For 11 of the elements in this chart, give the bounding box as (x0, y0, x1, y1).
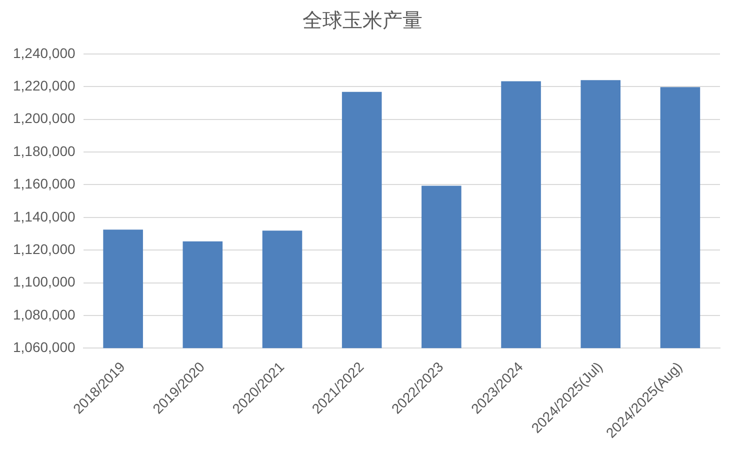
y-tick-label: 1,060,000 (12, 338, 76, 355)
y-tick-label: 1,220,000 (12, 78, 76, 94)
y-tick-label: 1,200,000 (12, 110, 76, 126)
y-tick-label: 1,180,000 (12, 142, 76, 159)
y-tick-label: 1,140,000 (12, 208, 76, 224)
y-tick-label: 1,100,000 (12, 274, 76, 290)
y-tick-label: 1,120,000 (12, 240, 76, 257)
y-tick-label: 1,240,000 (12, 44, 76, 61)
y-tick-label: 1,160,000 (12, 176, 76, 192)
chart-title: 全球玉米产量 (302, 8, 422, 32)
y-tick-label: 1,080,000 (12, 306, 76, 322)
